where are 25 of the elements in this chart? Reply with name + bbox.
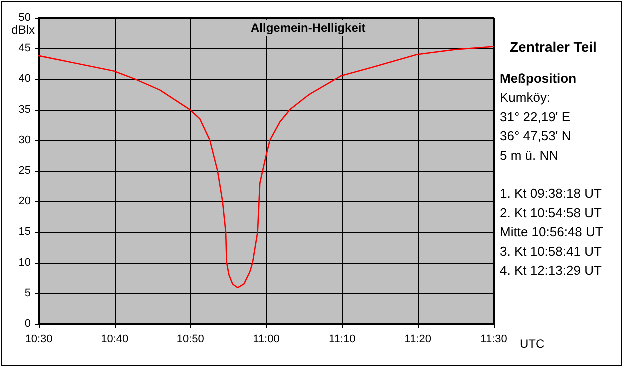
x-tick-label: 11:10 bbox=[328, 334, 356, 346]
y-tick-label: 30 bbox=[18, 134, 31, 146]
y-tick-label: 25 bbox=[18, 165, 31, 177]
y-tick-label: 15 bbox=[18, 226, 31, 238]
y-tick-label: 40 bbox=[18, 73, 31, 86]
x-tick-label: 10:40 bbox=[101, 334, 129, 346]
chart-title: Allgemein-Helligkeit bbox=[251, 21, 366, 35]
y-tick-label: 45 bbox=[18, 42, 31, 55]
x-tick-label: 10:30 bbox=[25, 334, 53, 346]
y-tick-label: 35 bbox=[18, 104, 31, 116]
text: Meßposition Kumköy: 31° 22,19' E 36° 47,53' N 5 m ü. NN bbox=[500, 71, 577, 163]
y-axis-title: dBlx bbox=[12, 23, 35, 37]
y-tick-label: 10 bbox=[18, 256, 31, 269]
y-tick-label: 20 bbox=[18, 196, 31, 208]
line-series bbox=[38, 46, 495, 289]
text: 1. Kt 09:38:18 UT 2. Kt 10:54:58 UT Mitte 10:56:48 UT 3. Kt 10:58:41 UT 4. Kt 12:13:29 UT bbox=[500, 186, 604, 278]
x-tick-label: 11:20 bbox=[404, 334, 432, 346]
x-tick-label: 10:50 bbox=[176, 334, 204, 346]
y-tick-label: 5 bbox=[24, 287, 31, 300]
series-label: Zentraler Teil bbox=[510, 38, 597, 55]
x-tick-label: 11:30 bbox=[480, 334, 508, 346]
x-tick-label: 11:00 bbox=[253, 334, 280, 346]
x-axis-title: UTC bbox=[520, 337, 545, 351]
y-tick-label: 50 bbox=[18, 12, 31, 24]
y-tick-label: 0 bbox=[24, 318, 31, 330]
